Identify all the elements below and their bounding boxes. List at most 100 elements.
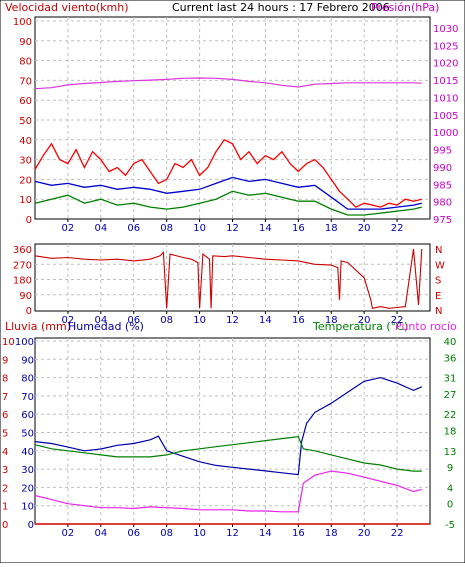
wind-xtick-label: 14: [259, 223, 272, 234]
direction-xtick-label: 22: [391, 315, 404, 326]
temperature-ytick-label: 18: [444, 426, 457, 437]
rain-axis-title: Lluvia (mm): [5, 320, 71, 333]
humidity-ytick-label: 10: [21, 502, 34, 513]
rain-ytick-label: 0: [2, 520, 8, 531]
direction-ytick-label: 0: [26, 306, 32, 317]
temperature-ytick-label: 4: [447, 483, 453, 494]
direction-xtick-label: 16: [292, 315, 305, 326]
series-direction: [34, 248, 423, 309]
pressure-ytick-label: 1005: [433, 111, 458, 122]
temphum-xtick-label: 04: [94, 528, 107, 539]
direction-ytick-label: 270: [13, 260, 32, 271]
humidity-axis-title: Humedad (%): [68, 320, 144, 333]
series-pressure: [34, 77, 422, 90]
pressure-ytick-label: 1030: [433, 24, 458, 35]
wind-ytick-label: 90: [19, 37, 32, 48]
temperature-ytick-label: 31: [444, 374, 457, 385]
direction-compass-label: W: [435, 260, 445, 271]
wind-xtick-label: 08: [160, 223, 173, 234]
temphum-xtick-label: 06: [127, 528, 140, 539]
rain-ytick-label: 3: [2, 465, 8, 476]
direction-xtick-label: 06: [127, 315, 140, 326]
direction-compass-label: S: [435, 276, 441, 287]
temperature-ytick-label: 13: [444, 447, 457, 458]
pressure-ytick-label: 1025: [433, 41, 458, 52]
pressure-ytick-label: 985: [433, 180, 452, 191]
dewpoint-axis-title: Punto rocío: [395, 320, 457, 333]
pressure-axis-title: Presión(hPa): [371, 1, 439, 14]
direction-xtick-label: 02: [62, 315, 75, 326]
temperature-ytick-label: 27: [444, 390, 457, 401]
wind-ytick-label: 10: [19, 195, 32, 206]
direction-compass-label: N: [435, 245, 442, 256]
wind-xtick-label: 22: [391, 223, 404, 234]
series-wind-low: [34, 190, 422, 216]
rain-ytick-label: 5: [2, 429, 8, 440]
temphum-xtick-label: 12: [226, 528, 239, 539]
temperature-ytick-label: 22: [444, 410, 457, 421]
pressure-ytick-label: 990: [433, 163, 452, 174]
rain-ytick-label: 9: [2, 355, 8, 366]
humidity-ytick-label: 40: [21, 447, 34, 458]
wind-ytick-label: 50: [19, 116, 32, 127]
humidity-ytick-label: 50: [21, 429, 34, 440]
pressure-ytick-label: 1020: [433, 59, 458, 70]
direction-xtick-label: 08: [160, 315, 173, 326]
wind-ytick-label: 40: [19, 136, 32, 147]
direction-compass-label: N: [435, 306, 442, 317]
series-humidity: [34, 376, 423, 476]
direction-xtick-label: 04: [94, 315, 107, 326]
pressure-ytick-label: 975: [433, 215, 452, 226]
wind-ytick-label: 20: [19, 175, 32, 186]
humidity-ytick-label: 80: [21, 374, 34, 385]
humidity-ytick-label: 90: [21, 355, 34, 366]
series-wind-gust: [34, 138, 422, 208]
direction-xtick-label: 20: [358, 315, 371, 326]
wind-ytick-label: 30: [19, 156, 32, 167]
direction-xtick-label: 12: [226, 315, 239, 326]
temperature-ytick-label: -5: [445, 520, 455, 531]
humidity-ytick-label: 30: [21, 465, 34, 476]
wind-ytick-label: 70: [19, 76, 32, 87]
pressure-ytick-label: 1015: [433, 76, 458, 87]
wind-xtick-label: 16: [292, 223, 305, 234]
direction-xtick-label: 10: [193, 315, 206, 326]
humidity-ytick-label: 60: [21, 410, 34, 421]
humidity-ytick-label: 70: [21, 392, 34, 403]
rain-ytick-label: 7: [2, 392, 8, 403]
temperature-ytick-label: 0: [447, 500, 453, 511]
wind-xtick-label: 12: [226, 223, 239, 234]
chart-header: Current last 24 hours : 17 Febrero 2006: [172, 1, 390, 14]
series-wind-avg: [34, 176, 422, 210]
temphum-xtick-label: 20: [358, 528, 371, 539]
wind-xtick-label: 20: [358, 223, 371, 234]
series-temperature: [34, 435, 422, 472]
direction-xtick-label: 14: [259, 315, 272, 326]
pressure-ytick-label: 995: [433, 146, 452, 157]
wind-xtick-label: 04: [94, 223, 107, 234]
direction-ytick-label: 180: [13, 276, 32, 287]
temphum-xtick-label: 02: [62, 528, 75, 539]
rain-ytick-label: 6: [2, 410, 8, 421]
temphum-xtick-label: 16: [292, 528, 305, 539]
humidity-ytick-label: 100: [15, 337, 34, 348]
wind-axis-title: Velocidad viento(kmh): [5, 1, 129, 14]
wind-ytick-label: 100: [13, 17, 32, 28]
pressure-ytick-label: 1000: [433, 128, 458, 139]
temphum-xtick-label: 08: [160, 528, 173, 539]
rain-ytick-label: 10: [2, 337, 15, 348]
series-dewpoint: [34, 470, 422, 513]
direction-ytick-label: 360: [13, 245, 32, 256]
humidity-ytick-label: 0: [28, 520, 34, 531]
wind-ytick-label: 60: [19, 96, 32, 107]
temphum-xtick-label: 22: [391, 528, 404, 539]
temperature-ytick-label: 40: [444, 337, 457, 348]
wind-ytick-label: 80: [19, 57, 32, 68]
temperature-ytick-label: 9: [447, 463, 453, 474]
direction-compass-label: E: [435, 291, 441, 302]
pressure-ytick-label: 1010: [433, 93, 458, 104]
wind-xtick-label: 10: [193, 223, 206, 234]
rain-ytick-label: 2: [2, 483, 8, 494]
